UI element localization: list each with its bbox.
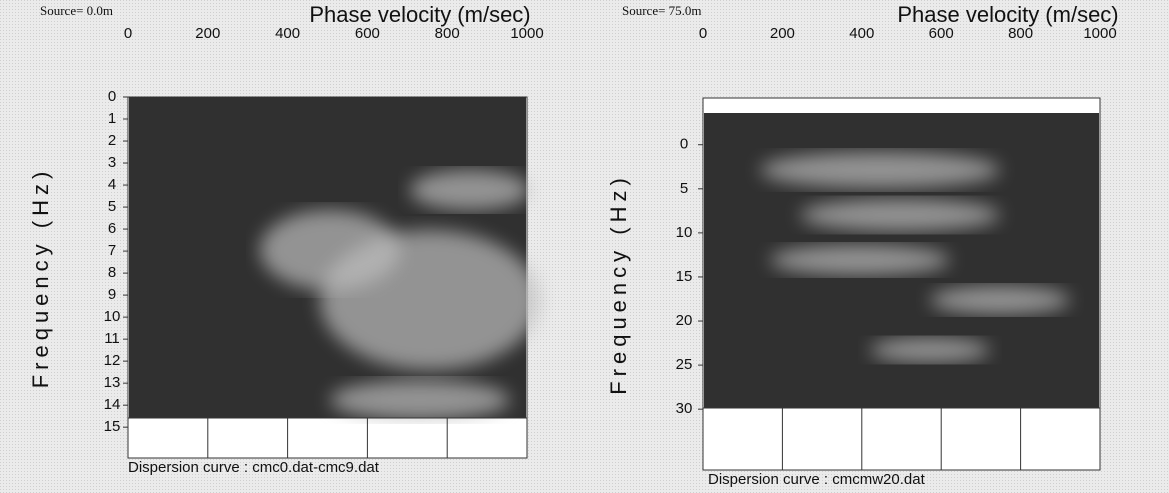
- source-label: Source= 0.0m: [40, 3, 113, 18]
- y-tick-label: 30: [676, 400, 693, 417]
- energy-patch: [870, 338, 990, 362]
- x-tick-label: 600: [929, 25, 954, 42]
- x-tick-label: 600: [355, 25, 380, 42]
- y-tick-label: 20: [676, 312, 693, 329]
- energy-patch: [930, 286, 1070, 314]
- y-tick-label: 4: [108, 176, 116, 193]
- energy-patch: [410, 170, 530, 210]
- y-tick-label: 5: [108, 198, 116, 215]
- y-tick-label: 11: [104, 330, 120, 347]
- y-tick-label: 7: [108, 242, 116, 259]
- y-tick-label: 0: [680, 136, 688, 153]
- figure: Source= 0.0m Phase velocity (m/sec) Freque…: [0, 0, 1169, 493]
- y-axis-label: Frequency (Hz): [28, 167, 53, 389]
- y-tick-label: 10: [676, 224, 693, 241]
- x-axis-label: Phase velocity (m/sec): [309, 2, 530, 27]
- y-tick-label: 3: [108, 154, 116, 171]
- x-tick-label: 200: [770, 25, 795, 42]
- y-tick-label: 6: [108, 220, 116, 237]
- energy-patch: [770, 245, 950, 275]
- y-tick-label: 5: [680, 180, 688, 197]
- x-tick-label: 1000: [1083, 25, 1116, 42]
- y-tick-label: 13: [104, 374, 121, 391]
- x-tick-label: 400: [849, 25, 874, 42]
- y-tick-label: 2: [108, 132, 116, 149]
- energy-patch: [760, 152, 1000, 188]
- x-tick-label: 800: [1008, 25, 1033, 42]
- x-tick-label: 0: [124, 25, 132, 42]
- x-tick-label: 0: [699, 25, 707, 42]
- caption: Dispersion curve : cmcmw20.dat: [708, 471, 926, 488]
- x-tick-label: 800: [435, 25, 460, 42]
- x-tick-label: 1000: [510, 25, 543, 42]
- y-tick-label: 25: [676, 356, 693, 373]
- energy-patch: [330, 380, 510, 420]
- y-tick-label: 10: [104, 308, 121, 325]
- energy-patch: [260, 210, 400, 290]
- x-tick-label: 200: [195, 25, 220, 42]
- x-axis-label: Phase velocity (m/sec): [897, 2, 1118, 27]
- y-axis-label: Frequency (Hz): [606, 173, 631, 395]
- y-tick-label: 15: [104, 418, 121, 435]
- y-tick-label: 0: [108, 88, 116, 105]
- energy-patch: [800, 199, 1000, 231]
- y-tick-label: 1: [108, 110, 116, 127]
- y-tick-label: 15: [676, 268, 693, 285]
- source-label: Source= 75.0m: [622, 3, 702, 18]
- y-tick-label: 8: [108, 264, 116, 281]
- y-tick-label: 14: [104, 396, 121, 413]
- caption: Dispersion curve : cmc0.dat-cmc9.dat: [128, 459, 380, 476]
- x-tick-label: 400: [275, 25, 300, 42]
- y-tick-label: 9: [108, 286, 116, 303]
- y-tick-label: 12: [104, 352, 121, 369]
